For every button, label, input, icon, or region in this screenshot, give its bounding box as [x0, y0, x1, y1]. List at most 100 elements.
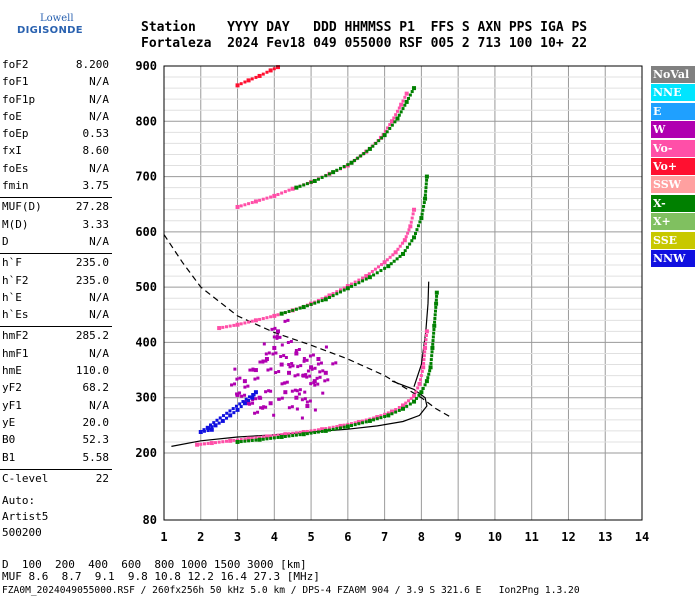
echo-point — [215, 418, 219, 422]
param-row: h`F 235.0 — [0, 256, 112, 273]
echo-point — [296, 373, 300, 377]
echo-point — [415, 228, 419, 232]
echo-point — [338, 166, 342, 170]
echo-point — [253, 368, 258, 373]
echo-point — [331, 427, 335, 431]
echo-point — [316, 430, 320, 434]
legend-entry: X+ — [651, 213, 695, 231]
param-value: 20.0 — [82, 415, 110, 429]
echo-point — [342, 423, 346, 427]
echo-point — [250, 319, 254, 323]
station-header: Station YYYY DAY DDD HHMMSS P1 FFS S AXN… — [141, 20, 587, 52]
echo-point — [304, 373, 308, 377]
echo-point — [258, 435, 262, 439]
echo-point — [250, 395, 255, 400]
echo-point — [404, 401, 408, 405]
echo-point — [297, 392, 301, 396]
echo-point — [323, 370, 328, 375]
param-row: yF1 N/A — [0, 399, 112, 416]
echo-point — [247, 202, 251, 206]
param-value: 8.200 — [75, 58, 109, 71]
echo-point — [319, 361, 323, 365]
echo-point — [264, 390, 268, 394]
echo-point — [338, 426, 342, 430]
echo-point — [311, 353, 315, 357]
echo-point — [290, 362, 294, 366]
param-row: C-level 22 — [0, 472, 112, 489]
echo-point — [379, 416, 383, 420]
echo-point — [301, 429, 306, 434]
echo-point — [259, 406, 263, 410]
echo-point — [424, 342, 428, 346]
param-value: 3.33 — [82, 217, 110, 231]
echo-point — [240, 394, 244, 398]
echo-point — [375, 417, 379, 421]
echo-point — [283, 435, 287, 439]
echo-point — [300, 416, 304, 420]
echo-point — [264, 359, 268, 363]
echo-point — [407, 228, 411, 232]
echo-point — [335, 290, 339, 294]
echo-point — [327, 428, 331, 432]
echo-point — [256, 410, 260, 414]
echo-point — [397, 106, 401, 110]
echo-point — [290, 389, 294, 393]
echo-point — [331, 170, 336, 175]
echo-point — [367, 418, 372, 423]
x-tick-label: 1 — [160, 530, 167, 544]
echo-point — [243, 393, 247, 397]
echo-point — [327, 172, 331, 176]
echo-point — [412, 235, 417, 240]
echo-point — [290, 186, 295, 191]
echo-point — [274, 351, 278, 355]
param-row: h`Es N/A — [0, 308, 112, 325]
y-tick-label: 900 — [135, 59, 157, 73]
echo-point — [361, 421, 365, 425]
param-row: foF1p N/A — [0, 93, 112, 110]
echo-point — [392, 259, 396, 263]
echo-point — [301, 374, 305, 378]
echo-point — [316, 300, 320, 304]
echo-point — [386, 126, 390, 130]
echo-point — [268, 68, 273, 73]
echo-point — [269, 436, 273, 440]
echo-point — [313, 408, 317, 412]
echo-point — [389, 119, 394, 124]
param-separator — [0, 326, 112, 328]
echo-point — [257, 437, 262, 442]
echo-point — [404, 99, 409, 104]
echo-point — [270, 327, 274, 331]
y-tick-label: 80 — [143, 513, 157, 527]
echo-point — [305, 375, 309, 379]
echo-point — [264, 434, 269, 439]
echo-point — [275, 329, 280, 334]
echo-point — [394, 408, 398, 412]
autoscaling-line3: 500200 — [2, 526, 42, 540]
echo-point — [261, 406, 265, 410]
echo-point — [225, 411, 229, 415]
echo-point — [393, 250, 398, 255]
param-row: foEp 0.53 — [0, 127, 112, 144]
echo-point — [386, 411, 390, 415]
echo-point — [272, 67, 276, 71]
echo-point — [324, 427, 328, 431]
echo-point — [388, 126, 392, 130]
echo-point — [309, 431, 313, 435]
echo-point — [276, 313, 280, 317]
echo-point — [342, 425, 346, 429]
param-name: yF1 — [2, 398, 22, 412]
echo-point — [287, 434, 291, 438]
echo-point — [287, 309, 291, 313]
curve-MUF — [163, 234, 452, 418]
echo-point — [335, 168, 339, 172]
echo-point — [305, 400, 309, 404]
echo-point — [367, 146, 372, 151]
param-separator — [0, 468, 112, 471]
echo-point — [279, 311, 284, 316]
echo-point — [234, 404, 238, 408]
echo-point — [246, 384, 250, 388]
echo-point — [225, 416, 229, 420]
echo-point — [276, 435, 280, 439]
echo-point — [383, 266, 387, 270]
